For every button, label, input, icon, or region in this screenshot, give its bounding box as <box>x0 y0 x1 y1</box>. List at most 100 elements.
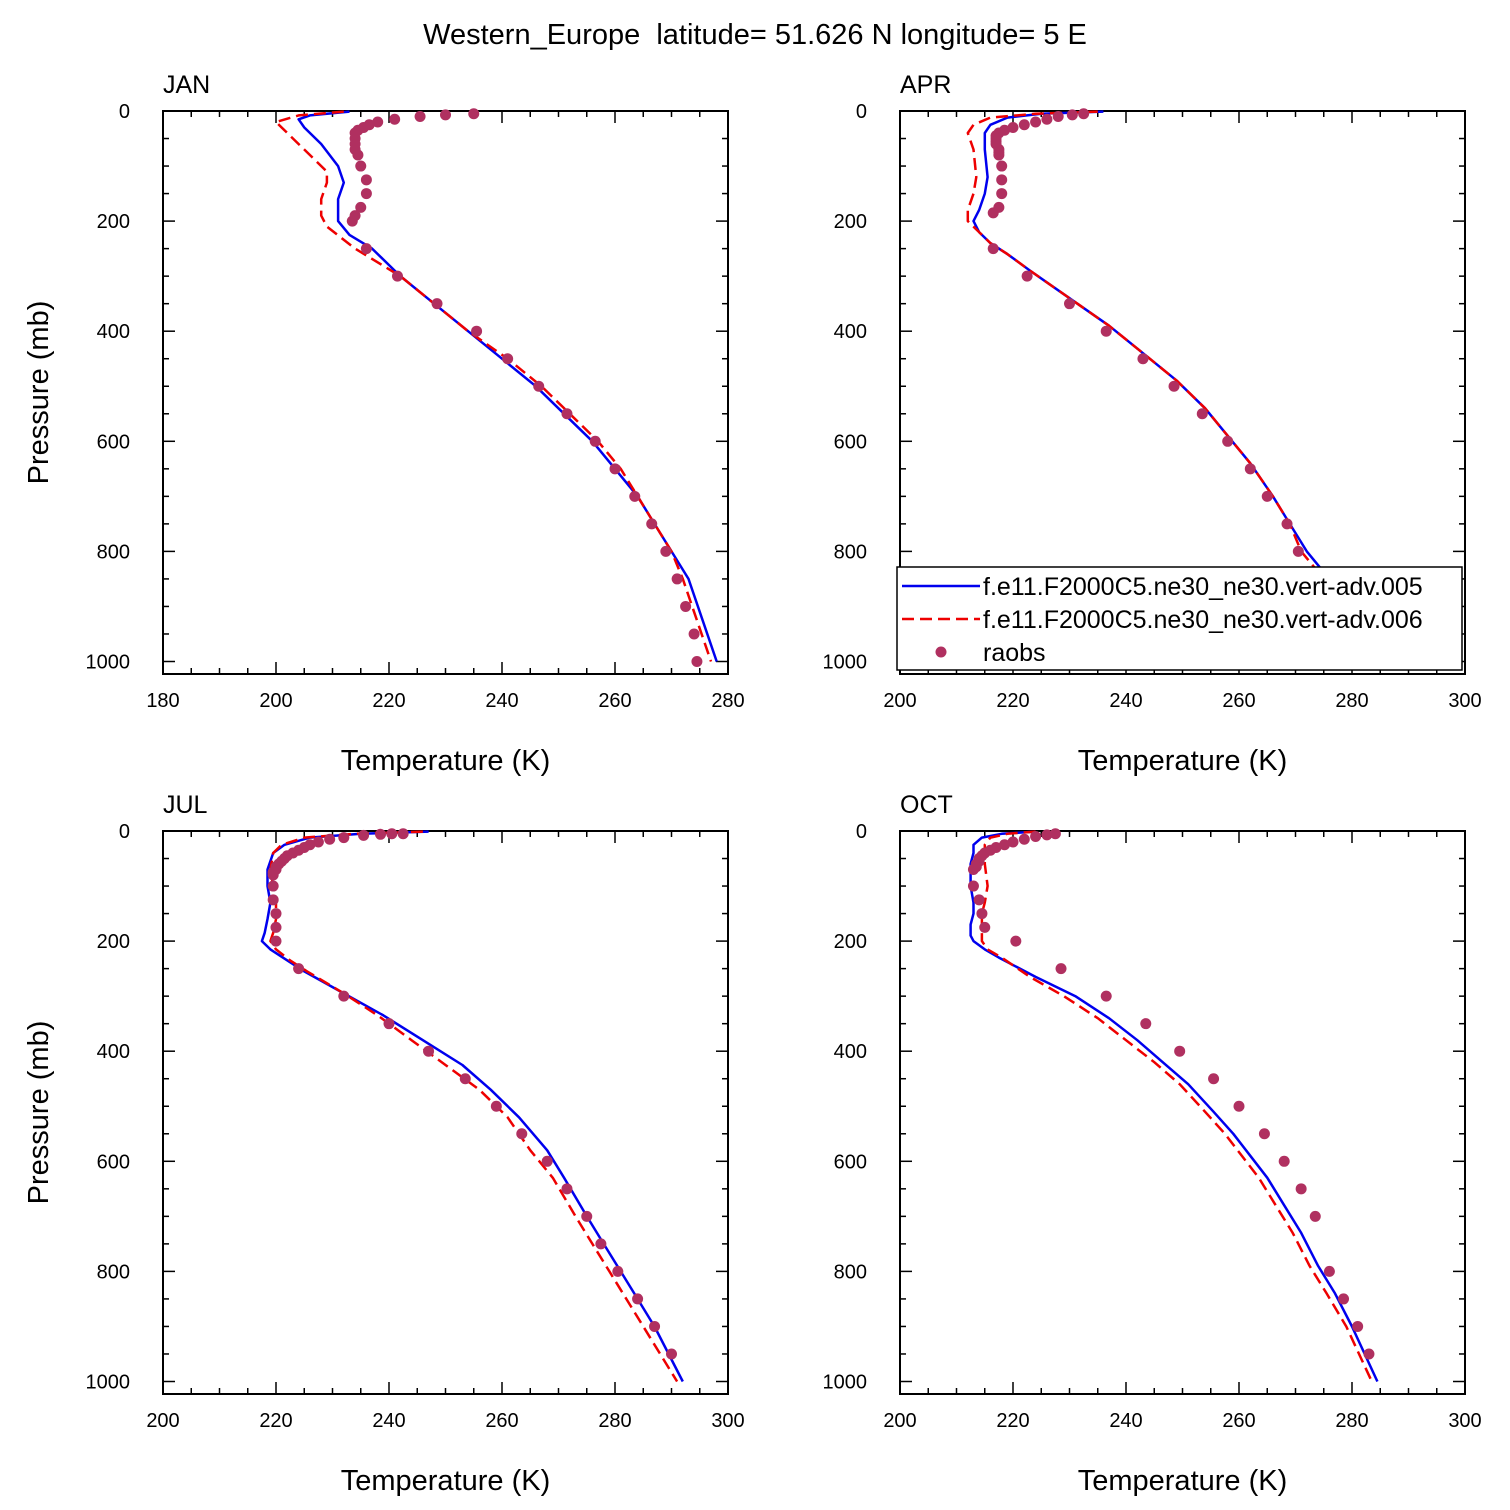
raobs-point <box>389 113 401 125</box>
raobs-point <box>979 921 991 933</box>
y-tick-label: 400 <box>97 321 130 343</box>
raobs-point <box>987 243 999 255</box>
y-tick-label: 0 <box>856 821 867 843</box>
y-tick-label: 800 <box>834 1261 867 1283</box>
x-tick-label: 240 <box>485 690 518 712</box>
raobs-point <box>355 201 367 213</box>
raobs-point <box>1258 1128 1270 1140</box>
raobs-point <box>1233 1100 1245 1112</box>
raobs-point <box>490 1100 502 1112</box>
x-tick-label: 220 <box>996 1410 1029 1432</box>
x-tick-label: 280 <box>711 690 744 712</box>
raobs-point <box>324 833 336 845</box>
legend-label: raobs <box>983 639 1046 667</box>
raobs-point <box>967 864 979 876</box>
y-tick-label: 0 <box>856 101 867 123</box>
raobs-point <box>561 1183 573 1195</box>
panel-title: APR <box>900 71 951 99</box>
x-tick-label: 300 <box>711 1410 744 1432</box>
raobs-point <box>502 353 514 365</box>
raobs-point <box>414 111 426 123</box>
raobs-point <box>1021 270 1033 282</box>
raobs-point <box>996 188 1008 200</box>
x-tick-label: 200 <box>259 690 292 712</box>
raobs-point <box>646 518 658 530</box>
raobs-point <box>352 149 364 161</box>
panel-apr: APR 200 220 240 260 280 300 0 200 400 600 800 1000 Te… <box>823 71 1482 777</box>
raobs-point <box>1140 1018 1152 1030</box>
raobs-point <box>1078 108 1090 120</box>
raobs-point <box>1100 325 1112 337</box>
x-tick-label: 280 <box>598 1410 631 1432</box>
series-line-vert-adv-006 <box>980 830 1373 1383</box>
raobs-point <box>1196 408 1208 420</box>
raobs-point <box>1018 119 1030 131</box>
y-axis-label: Pressure (mb) <box>23 1021 55 1205</box>
raobs-point <box>360 243 372 255</box>
x-tick-label: 200 <box>883 1410 916 1432</box>
raobs-point <box>973 894 985 906</box>
raobs-point <box>346 215 358 227</box>
y-tick-label: 200 <box>97 211 130 233</box>
y-tick-label: 600 <box>834 1151 867 1173</box>
raobs-point <box>383 1018 395 1030</box>
raobs-point <box>671 573 683 585</box>
y-tick-label: 400 <box>97 1041 130 1063</box>
y-tick-label: 200 <box>97 931 130 953</box>
raobs-point <box>360 174 372 186</box>
raobs-point <box>431 298 443 310</box>
raobs-point <box>1244 463 1256 475</box>
raobs-point <box>1007 836 1019 848</box>
x-tick-label: 200 <box>883 690 916 712</box>
raobs-point <box>358 829 370 841</box>
x-tick-label: 300 <box>1448 1410 1481 1432</box>
raobs-point <box>312 836 324 848</box>
raobs-point <box>993 149 1005 161</box>
raobs-point <box>1222 435 1234 447</box>
y-axis-label: Pressure (mb) <box>23 301 55 485</box>
raobs-point <box>1295 1183 1307 1195</box>
y-tick-label: 0 <box>119 821 130 843</box>
raobs-point <box>516 1128 528 1140</box>
raobs-point <box>1309 1210 1321 1222</box>
raobs-point <box>987 207 999 219</box>
x-axis-label: Temperature (K) <box>1078 1465 1288 1497</box>
raobs-point <box>1338 1293 1350 1305</box>
x-axis-label: Temperature (K) <box>341 745 551 777</box>
panel-title: JAN <box>163 71 210 99</box>
raobs-point <box>270 908 282 920</box>
raobs-point <box>1018 833 1030 845</box>
series-line-vert-adv-006 <box>274 110 713 662</box>
raobs-point <box>649 1320 661 1332</box>
series-line-vert-adv-005 <box>260 830 684 1383</box>
raobs-point <box>1041 113 1053 125</box>
y-tick-label: 0 <box>119 101 130 123</box>
y-tick-label: 600 <box>834 431 867 453</box>
legend-box <box>896 566 1463 671</box>
raobs-point <box>267 894 279 906</box>
panel-oct: OCT 200 220 240 260 280 300 0 200 400 600 800 1000 Te… <box>823 791 1482 1497</box>
raobs-point <box>267 869 279 881</box>
raobs-point <box>581 1210 593 1222</box>
x-tick-label: 220 <box>259 1410 292 1432</box>
y-tick-label: 600 <box>97 431 130 453</box>
y-tick-label: 800 <box>97 541 130 563</box>
raobs-point <box>1323 1265 1335 1277</box>
raobs-point <box>688 628 700 640</box>
raobs-point <box>468 108 480 120</box>
panel-jul: JUL 200 220 240 260 280 300 0 200 400 600 800 1000 Te… <box>23 791 745 1497</box>
raobs-point <box>561 408 573 420</box>
raobs-point <box>1049 828 1061 840</box>
legend-marker-raobs <box>935 646 947 658</box>
raobs-point <box>1174 1045 1186 1057</box>
y-tick-label: 200 <box>834 211 867 233</box>
raobs-point <box>1007 122 1019 134</box>
raobs-point <box>660 545 672 557</box>
raobs-point <box>1278 1155 1290 1167</box>
raobs-point <box>999 839 1011 851</box>
raobs-point <box>533 380 545 392</box>
raobs-point <box>1064 298 1075 310</box>
y-tick-label: 200 <box>834 931 867 953</box>
plot-frame <box>162 110 729 675</box>
